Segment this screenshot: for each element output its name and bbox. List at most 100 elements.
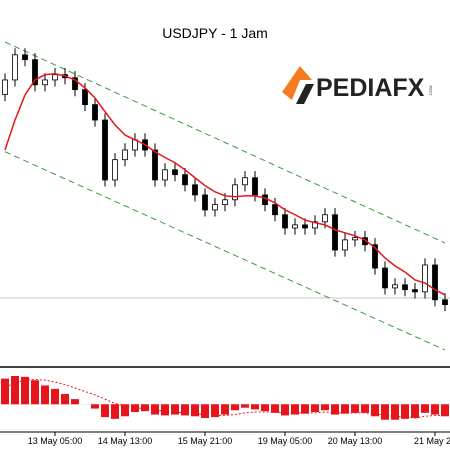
candle-body [152, 149, 158, 181]
candle-body [52, 74, 58, 81]
candle-body [192, 184, 198, 196]
channel-line [4, 41, 446, 244]
candle-body [182, 174, 188, 186]
histogram-bar [61, 394, 69, 405]
candle-body [442, 299, 448, 306]
candle-body [222, 199, 228, 206]
histogram-bar [221, 404, 229, 415]
histogram-bar [201, 404, 209, 418]
histogram-bar [271, 404, 279, 413]
candle-body [332, 214, 338, 251]
signal-line [4, 378, 445, 419]
candle-body [252, 177, 258, 196]
histogram-bar [251, 404, 259, 410]
candle-body [2, 79, 8, 95]
histogram-bar [161, 404, 169, 416]
histogram-bar [241, 404, 249, 408]
histogram-bar [341, 404, 349, 414]
candle-body [92, 104, 98, 121]
logo-icon-part [296, 84, 314, 104]
histogram-bar [191, 404, 199, 417]
chart-title: USDJPY - 1 Jam [162, 25, 268, 41]
histogram-bar [261, 404, 269, 412]
candle-body [212, 204, 218, 211]
x-tick-label: 14 May 13:00 [98, 436, 153, 446]
histogram-bar [391, 404, 399, 420]
histogram-bar [51, 388, 59, 405]
histogram-bar [331, 404, 339, 415]
x-tick-label: 15 May 21:00 [178, 436, 233, 446]
histogram-bar [301, 404, 309, 414]
candle-body [162, 169, 168, 181]
histogram-bar [101, 404, 109, 418]
candle-body [22, 54, 28, 61]
histogram-bar [141, 404, 149, 412]
candle-body [312, 221, 318, 229]
candle-body [102, 119, 108, 181]
histogram-bar [401, 404, 409, 419]
candle-body [412, 289, 418, 293]
histogram-bar [11, 376, 19, 405]
candle-body [242, 177, 248, 186]
histogram-bar [421, 404, 429, 413]
candle-body [262, 194, 268, 206]
candle-body [272, 204, 278, 216]
logo-suffix: .COM [428, 86, 433, 96]
histogram-bar [441, 404, 449, 417]
histogram-bar [281, 404, 289, 416]
candle-body [342, 239, 348, 251]
logo-icon [282, 66, 312, 100]
histogram-bar [231, 404, 239, 411]
candle-body [12, 54, 18, 81]
histogram-bar [21, 376, 29, 405]
histogram-bar [321, 404, 329, 411]
candle-body [372, 244, 378, 269]
histogram-bar [91, 404, 99, 409]
histogram-bar [71, 399, 79, 405]
x-tick-label: 13 May 05:00 [28, 436, 83, 446]
histogram-bar [41, 385, 49, 405]
histogram-bar [31, 380, 39, 405]
candle-body [292, 224, 298, 229]
candle-body [72, 77, 78, 91]
histogram-bar [171, 404, 179, 415]
histogram-bar [311, 404, 319, 412]
candle-body [82, 89, 88, 106]
logo: PEDIAFX .COM [282, 66, 433, 104]
histogram-bar [121, 404, 129, 417]
histogram-bar [131, 404, 139, 412]
candle-body [402, 284, 408, 291]
histogram-bar [1, 378, 9, 405]
candle-body [392, 284, 398, 289]
candle-body [302, 224, 308, 229]
histogram-bar [111, 404, 119, 419]
histogram-bar [151, 404, 159, 415]
histogram-bar [411, 404, 419, 418]
candle-body [282, 214, 288, 229]
x-tick-label: 19 May 05:00 [258, 436, 313, 446]
candle-body [32, 59, 38, 86]
x-tick-label: 21 May 21 [414, 436, 450, 446]
logo-text: PEDIAFX [316, 74, 425, 102]
histogram-bar [431, 404, 439, 415]
candle-body [232, 184, 238, 201]
candle-body [422, 264, 428, 293]
histogram-bar [361, 404, 369, 413]
channel-line [4, 151, 446, 351]
x-tick-label: 20 May 13:00 [328, 436, 383, 446]
histogram-bar [371, 404, 379, 417]
candle-body [382, 267, 388, 289]
candle-body [42, 79, 48, 86]
candle-body [322, 214, 328, 223]
histogram-bar [181, 404, 189, 416]
histogram-bar [211, 404, 219, 418]
histogram-bar [291, 404, 299, 415]
candle-body [112, 159, 118, 181]
candle-body [122, 149, 128, 161]
candle-body [432, 264, 438, 301]
candle-body [172, 169, 178, 176]
histogram-bar [351, 404, 359, 413]
candle-body [202, 194, 208, 211]
